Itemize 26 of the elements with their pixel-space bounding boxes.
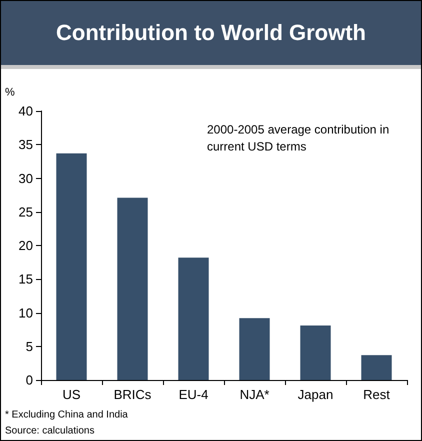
bar — [239, 318, 270, 380]
source-note: Source: calculations — [5, 426, 94, 436]
x-tick-label: EU-4 — [178, 387, 208, 402]
y-tick-label: 35 — [18, 137, 33, 152]
y-tick-label: 15 — [18, 272, 33, 287]
text: * Excluding China and India — [5, 410, 128, 420]
y-tick-label: 30 — [18, 170, 33, 186]
x-tick-label: BRICs — [114, 387, 152, 402]
bar — [56, 153, 87, 380]
y-tick-label: 10 — [18, 305, 33, 320]
y-tick-label: 40 — [18, 104, 33, 118]
bar — [117, 198, 148, 380]
bar — [300, 326, 331, 380]
annotation: 2000-2005 average contribution in current USD terms — [207, 122, 392, 154]
x-tick-label: NJA* — [240, 387, 270, 402]
y-tick-label: 0 — [26, 372, 33, 388]
x-tick-label: Japan — [298, 387, 334, 402]
y-tick-label: 5 — [26, 338, 33, 354]
bar — [361, 355, 392, 380]
x-tick-label: US — [62, 387, 81, 402]
y-tick-label: 20 — [18, 238, 33, 253]
bar — [178, 258, 209, 380]
chart-title: Contribution to World Growth — [56, 20, 366, 46]
x-tick-label: Rest — [363, 387, 390, 402]
y-tick-label: 25 — [18, 204, 33, 220]
y-axis-title: % — [5, 86, 15, 98]
